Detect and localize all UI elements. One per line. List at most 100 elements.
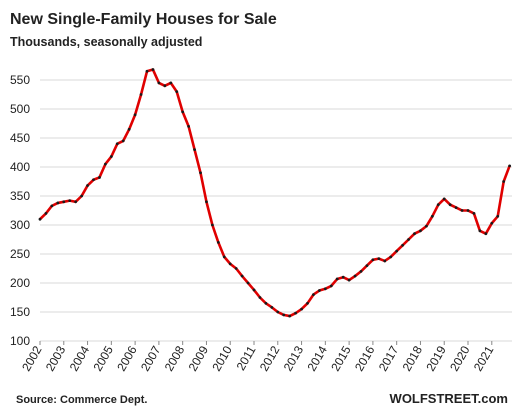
point (436, 203, 440, 207)
point (401, 243, 405, 247)
point (187, 125, 191, 128)
point (205, 200, 208, 204)
y-tick-label: 550 (10, 73, 30, 87)
x-tick-label: 2011 (234, 343, 259, 373)
point (38, 217, 42, 221)
point (484, 232, 488, 236)
point (92, 178, 95, 182)
point (44, 212, 48, 215)
point (448, 203, 452, 207)
chart-title: New Single-Family Houses for Sale (10, 11, 277, 28)
point (175, 90, 179, 93)
point (490, 221, 494, 225)
x-tick-label: 2004 (67, 343, 93, 373)
point (377, 257, 381, 261)
x-tick-label: 2003 (43, 343, 69, 373)
source: Source: Commerce Dept. (16, 394, 147, 406)
x-tick-label: 2015 (328, 343, 354, 373)
x-tick-label: 2021 (471, 343, 497, 373)
x-tick-label: 2005 (90, 343, 116, 373)
point (181, 110, 185, 114)
point (216, 241, 220, 244)
point (288, 314, 292, 318)
point (133, 113, 137, 117)
point (252, 288, 256, 292)
y-tick-label: 100 (10, 334, 30, 348)
point (347, 278, 351, 282)
point (424, 224, 428, 228)
line (39, 68, 511, 318)
point (300, 307, 303, 311)
point (264, 301, 268, 305)
brand: WOLFSTREET.com (390, 391, 508, 406)
point (86, 184, 89, 187)
y-tick-label: 400 (10, 160, 30, 174)
point (359, 270, 363, 273)
point (163, 84, 167, 88)
point (353, 274, 357, 278)
y-tick-label: 450 (10, 131, 30, 145)
point (335, 277, 339, 281)
x-tick-label: 2017 (376, 343, 402, 373)
point (222, 255, 226, 259)
point (341, 275, 345, 279)
point (240, 274, 244, 278)
point (312, 293, 315, 296)
y-tick-label: 200 (10, 276, 30, 290)
y-tick-label: 250 (10, 247, 30, 261)
point (282, 313, 286, 317)
point (258, 296, 262, 299)
y-tick-label: 150 (10, 305, 30, 319)
point (115, 142, 119, 146)
point (317, 289, 321, 292)
point (442, 197, 446, 201)
point (389, 255, 393, 259)
point (365, 264, 369, 267)
x-tick-label: 2014 (304, 343, 330, 373)
x-tick-label: 2018 (400, 343, 426, 373)
point (193, 148, 196, 152)
point (508, 164, 512, 168)
point (407, 238, 410, 241)
point (151, 68, 155, 71)
x-tick-label: 2013 (281, 343, 307, 373)
point (466, 209, 470, 212)
point (472, 212, 476, 215)
point (413, 232, 416, 236)
point (228, 262, 232, 266)
point (157, 81, 161, 85)
x-tick-label: 2007 (138, 343, 164, 373)
point (98, 176, 101, 179)
x-tick-label: 2020 (447, 343, 473, 373)
y-tick-label: 350 (10, 189, 30, 203)
point (210, 223, 214, 227)
point (496, 214, 500, 218)
point (145, 69, 149, 73)
point (121, 139, 125, 143)
x-tick-label: 2010 (209, 343, 235, 373)
x-tick-label: 2009 (186, 343, 212, 373)
point (395, 249, 399, 253)
point (276, 310, 280, 314)
point (502, 180, 506, 183)
point (74, 200, 78, 204)
point (460, 209, 464, 212)
x-tick-label: 2016 (352, 343, 378, 373)
point (50, 204, 54, 208)
point (234, 267, 238, 270)
point (109, 155, 113, 158)
point (246, 281, 250, 285)
point (371, 258, 375, 262)
point (478, 229, 482, 233)
point (329, 284, 333, 288)
point (419, 229, 422, 233)
x-tick-label: 2012 (257, 343, 283, 373)
point (139, 93, 143, 96)
point (323, 287, 327, 291)
point (306, 301, 309, 305)
chart-subtitle: Thousands, seasonally adjusted (10, 35, 202, 49)
x-tick-label: 2008 (162, 343, 188, 373)
x-tick-label: 2019 (423, 343, 449, 373)
y-tick-label: 500 (10, 102, 30, 116)
